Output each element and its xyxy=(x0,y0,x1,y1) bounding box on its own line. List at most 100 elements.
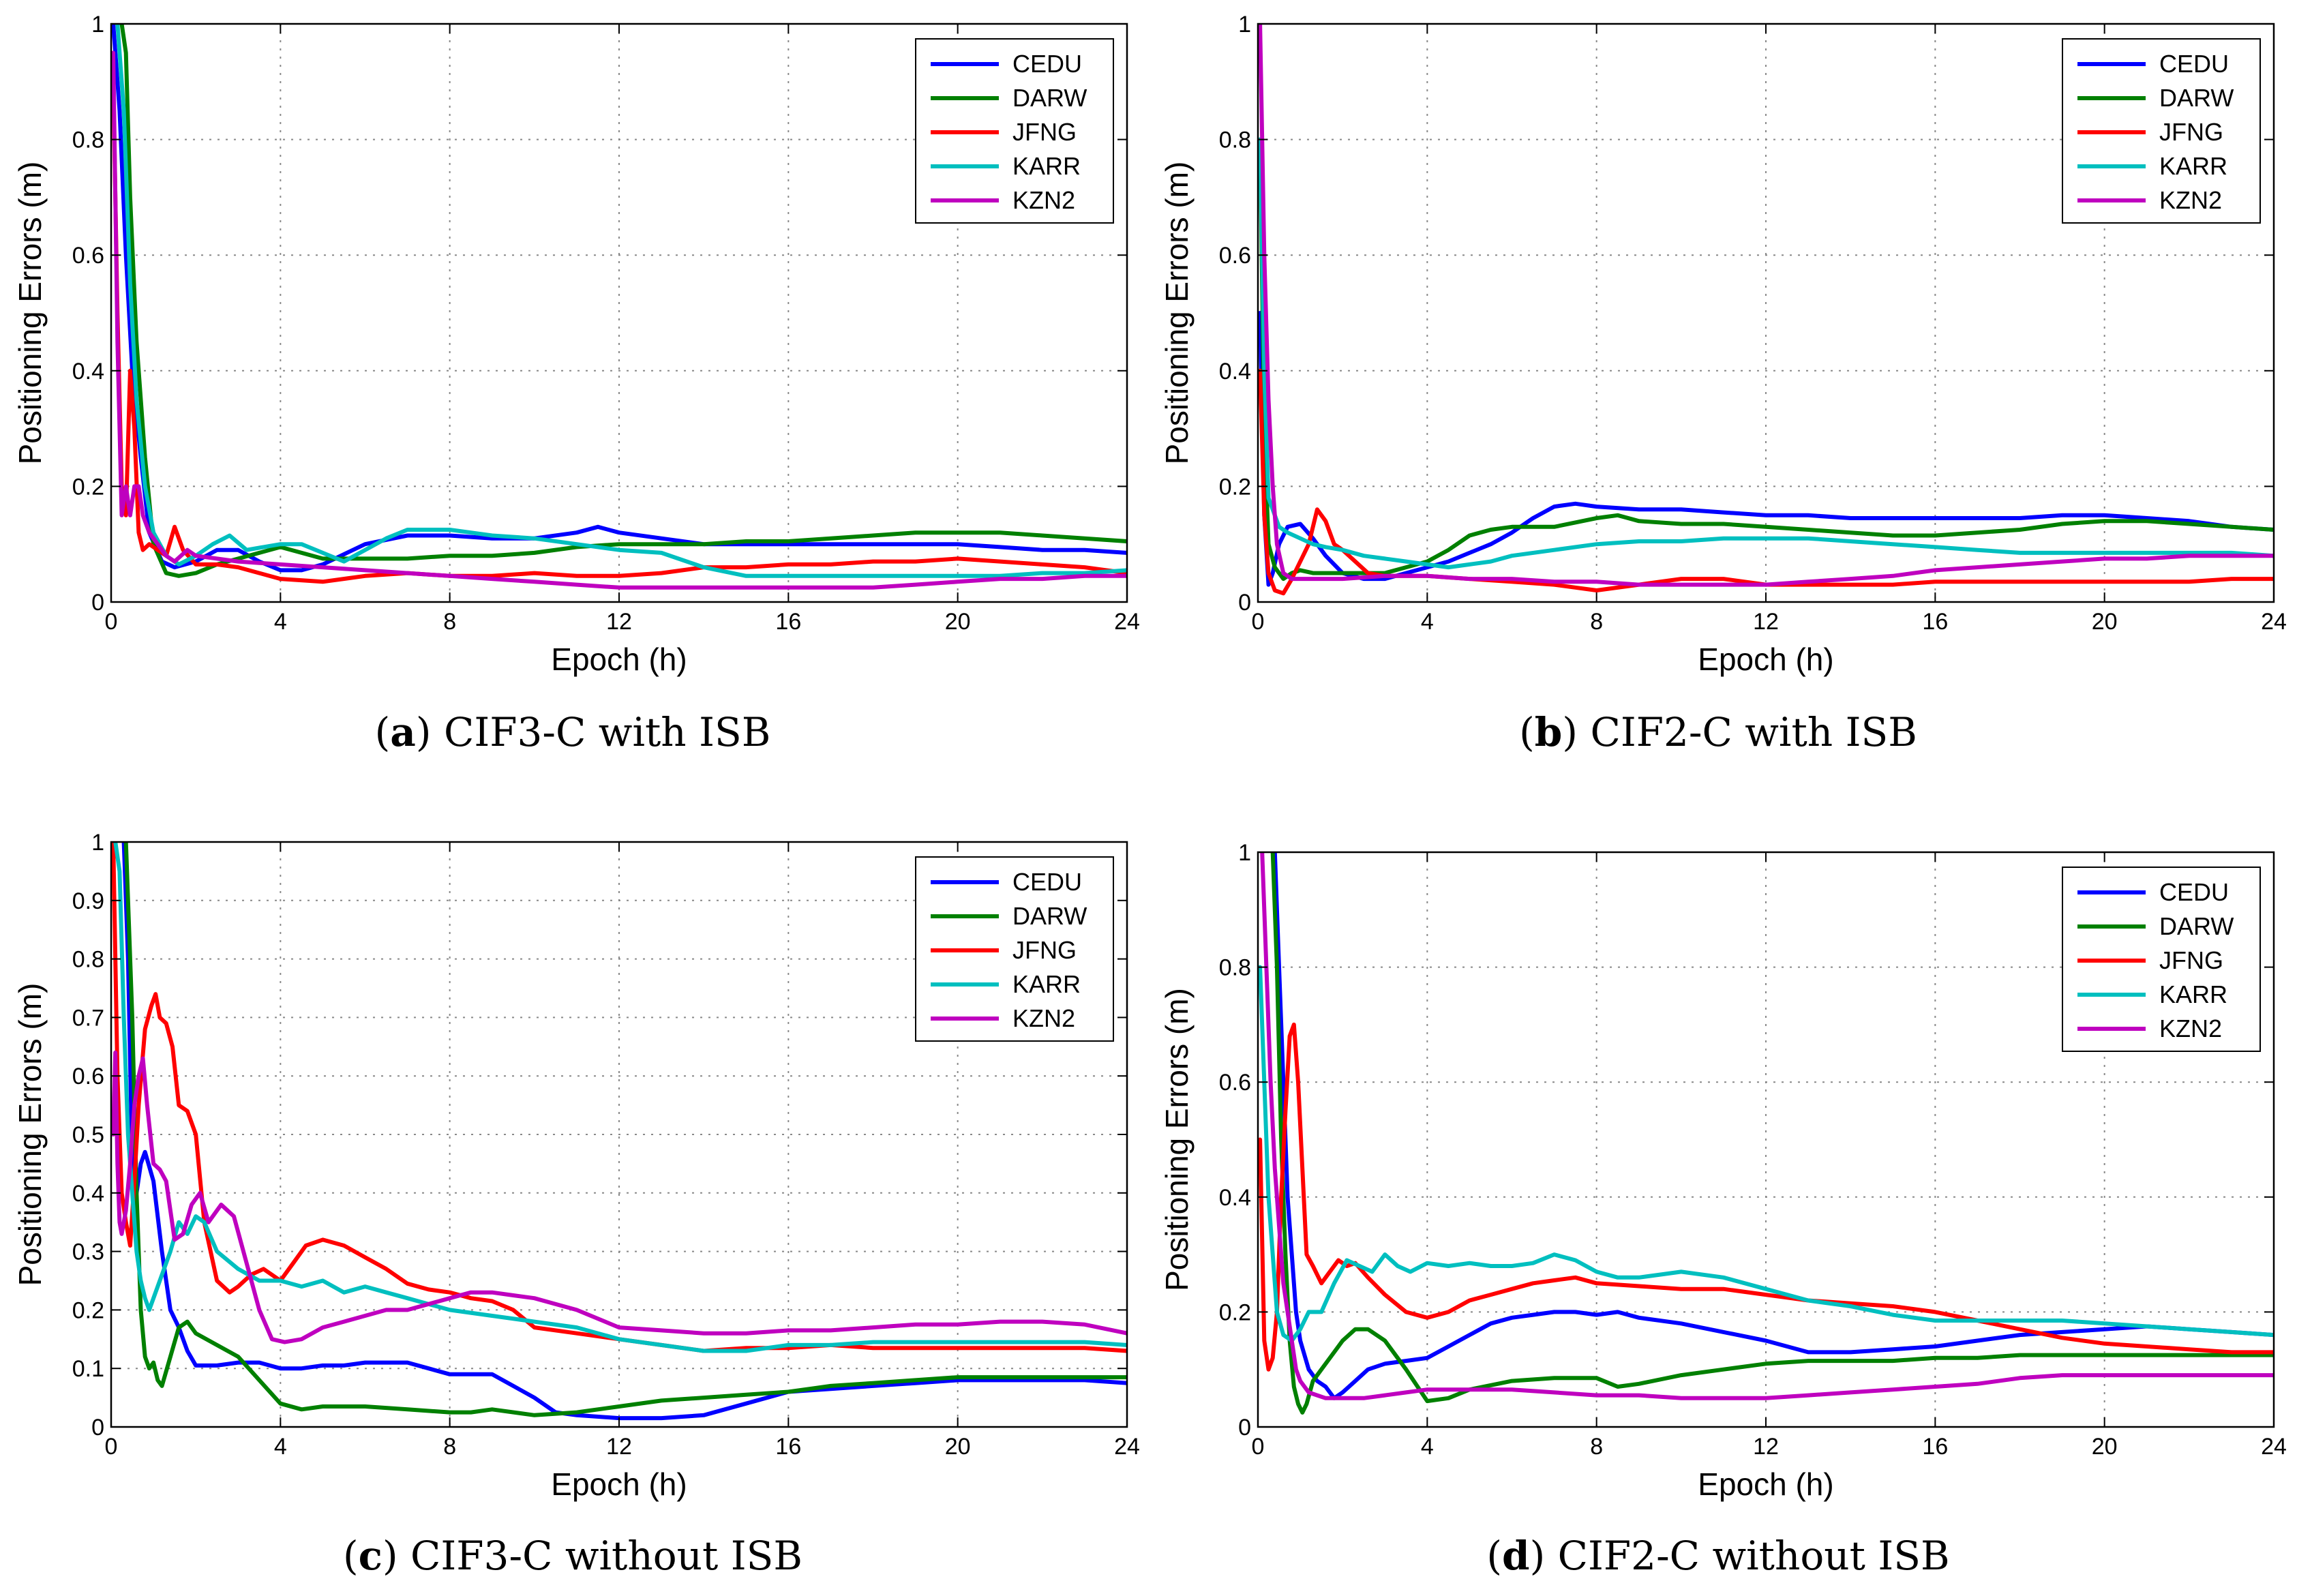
x-tick-label: 8 xyxy=(443,1434,456,1460)
legend-label-karr: KARR xyxy=(1012,970,1081,998)
y-tick-label: 0 xyxy=(91,1415,104,1441)
y-axis-label: Positioning Errors (m) xyxy=(1159,162,1195,465)
series-line-karr xyxy=(1258,137,2274,570)
x-tick-label: 4 xyxy=(1421,609,1434,635)
legend-label-karr: KARR xyxy=(2159,152,2227,180)
series-line-karr xyxy=(113,842,1127,1353)
legend: CEDU DARW JFNG KARR KZN2 xyxy=(2062,867,2261,1052)
y-axis-label: Positioning Errors (m) xyxy=(12,162,48,465)
series-group xyxy=(111,24,1127,590)
y-tick-label: 0 xyxy=(91,590,104,616)
x-tick-label: 16 xyxy=(775,609,801,635)
x-axis-label: Epoch (h) xyxy=(1698,1466,1833,1502)
y-tick-label: 0 xyxy=(1238,590,1251,616)
x-tick-label: 4 xyxy=(274,1434,287,1460)
legend: CEDU DARW JFNG KARR KZN2 xyxy=(915,856,1114,1042)
x-tick-label: 24 xyxy=(1114,609,1140,635)
y-tick-label: 0.6 xyxy=(72,1064,104,1089)
series-line-darw xyxy=(123,842,1127,1417)
series-line-karr xyxy=(1258,965,2274,1343)
y-tick-label: 0.1 xyxy=(72,1356,104,1382)
legend-label-kzn2: KZN2 xyxy=(1012,186,1075,214)
series-group xyxy=(1258,852,2274,1415)
series-line-kzn2 xyxy=(1260,852,2274,1400)
y-tick-label: 0.4 xyxy=(72,1181,104,1207)
chart-panel-a: 0 4 8 12 16 20 24 0 0.2 0.4 0.6 0.8 1 Epoch (h) Positi… xyxy=(12,12,1140,677)
legend-label-kzn2: KZN2 xyxy=(2159,1014,2222,1042)
legend-label-cedu: CEDU xyxy=(1012,50,1082,78)
x-tick-label: 24 xyxy=(2261,609,2287,635)
y-tick-label: 0.4 xyxy=(72,359,104,385)
x-tick-label: 8 xyxy=(1590,1434,1603,1460)
legend-label-karr: KARR xyxy=(2159,980,2227,1008)
y-tick-label: 0.4 xyxy=(1219,1185,1251,1211)
series-line-darw xyxy=(1258,137,2274,582)
chart-panel-b: 0 4 8 12 16 20 24 0 0.2 0.4 0.6 0.8 1 Epoch (h) Positi… xyxy=(1159,12,2287,677)
y-tick-label: 0.2 xyxy=(1219,1299,1251,1325)
x-tick-label: 0 xyxy=(105,609,118,635)
x-tick-label: 4 xyxy=(1421,1434,1434,1460)
series-group xyxy=(111,842,1127,1421)
legend-label-jfng: JFNG xyxy=(2159,118,2223,146)
y-tick-label: 0.8 xyxy=(72,947,104,973)
series-line-kzn2 xyxy=(1258,24,2274,587)
y-tick-label: 1 xyxy=(91,830,104,856)
x-tick-label: 8 xyxy=(1590,609,1603,635)
x-tick-label: 16 xyxy=(1922,1434,1948,1460)
caption-a: (a) CIF3-C with ISB xyxy=(374,709,771,755)
chart-panel-d: 0 4 8 12 16 20 24 0 0.2 0.4 0.6 0.8 1 Epoch (h) Positi… xyxy=(1159,840,2287,1502)
legend-label-kzn2: KZN2 xyxy=(1012,1004,1075,1032)
y-tick-label: 0.6 xyxy=(1219,243,1251,269)
y-tick-label: 0.2 xyxy=(72,474,104,500)
x-tick-label: 20 xyxy=(2092,1434,2118,1460)
x-tick-label: 12 xyxy=(606,1434,632,1460)
y-tick-label: 0.8 xyxy=(1219,127,1251,153)
x-tick-label: 12 xyxy=(606,609,632,635)
legend-label-darw: DARW xyxy=(1012,902,1087,930)
legend: CEDU DARW JFNG KARR KZN2 xyxy=(2062,38,2261,224)
series-line-darw xyxy=(1270,852,2274,1415)
x-tick-label: 8 xyxy=(443,609,456,635)
y-tick-label: 0.2 xyxy=(1219,474,1251,500)
y-tick-label: 0.8 xyxy=(72,127,104,153)
series-line-kzn2 xyxy=(111,50,1127,590)
legend-label-jfng: JFNG xyxy=(1012,118,1077,146)
x-tick-label: 24 xyxy=(2261,1434,2287,1460)
series-line-cedu xyxy=(1258,311,2274,587)
series-line-darw xyxy=(119,24,1127,578)
x-tick-label: 12 xyxy=(1753,609,1779,635)
x-axis-label: Epoch (h) xyxy=(1698,642,1833,677)
y-tick-label: 1 xyxy=(1238,840,1251,866)
caption-b: (b) CIF2-C with ISB xyxy=(1519,709,1917,755)
caption-c: (c) CIF3-C without ISB xyxy=(342,1533,803,1579)
legend-label-karr: KARR xyxy=(1012,152,1081,180)
series-line-cedu xyxy=(1272,852,2274,1400)
x-axis-label: Epoch (h) xyxy=(551,1466,687,1502)
series-group xyxy=(1258,24,2274,596)
x-tick-label: 0 xyxy=(1252,609,1265,635)
y-tick-label: 1 xyxy=(91,12,104,37)
x-tick-label: 16 xyxy=(1922,609,1948,635)
y-tick-label: 0.2 xyxy=(72,1297,104,1323)
legend-label-darw: DARW xyxy=(1012,84,1087,112)
series-line-cedu xyxy=(121,842,1127,1421)
x-tick-label: 4 xyxy=(274,609,287,635)
x-tick-label: 0 xyxy=(105,1434,118,1460)
x-axis-label: Epoch (h) xyxy=(551,642,687,677)
legend-label-cedu: CEDU xyxy=(2159,878,2229,906)
y-tick-label: 0.5 xyxy=(72,1122,104,1148)
y-tick-label: 0.4 xyxy=(1219,359,1251,385)
chart-panel-c: 0 4 8 12 16 20 24 0 0.1 0.2 0.3 0.4 0.5 0.6 0.7 0.8 0.9 1… xyxy=(12,830,1140,1502)
legend-label-jfng: JFNG xyxy=(1012,936,1077,964)
x-tick-label: 20 xyxy=(945,609,971,635)
y-tick-label: 0.7 xyxy=(72,1005,104,1031)
legend-label-cedu: CEDU xyxy=(2159,50,2229,78)
legend-box xyxy=(915,38,1114,224)
series-line-kzn2 xyxy=(111,1050,1127,1344)
x-tick-label: 20 xyxy=(2092,609,2118,635)
x-tick-label: 16 xyxy=(775,1434,801,1460)
y-tick-label: 0.9 xyxy=(72,888,104,914)
y-tick-label: 0 xyxy=(1238,1415,1251,1441)
y-tick-label: 0.3 xyxy=(72,1239,104,1265)
